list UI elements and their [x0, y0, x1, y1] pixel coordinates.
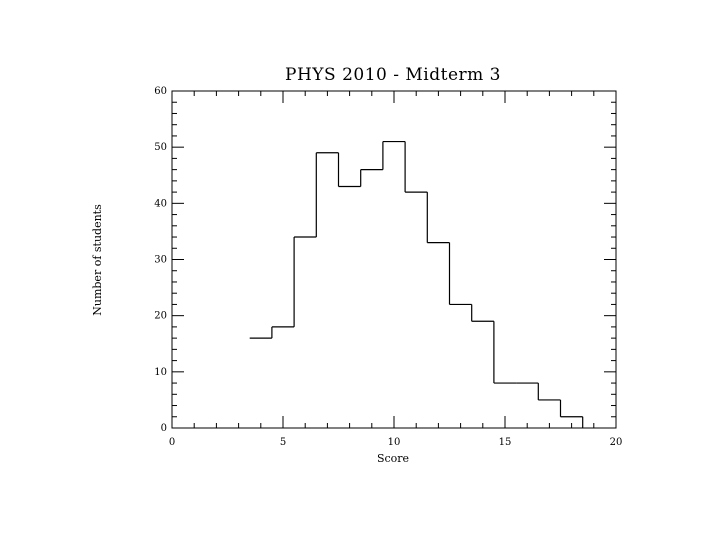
y-tick-label: 20: [154, 311, 167, 322]
y-tick-label: 0: [161, 423, 167, 434]
x-tick-labels: 0 5 10 15 20: [169, 437, 623, 448]
y-axis-label: Number of students: [91, 204, 104, 316]
y-tick-label: 10: [154, 367, 167, 378]
y-tick-label: 30: [154, 255, 167, 266]
x-axis-label: Score: [377, 452, 409, 465]
x-tick-label: 0: [169, 437, 175, 448]
x-tick-label: 20: [610, 437, 623, 448]
x-tick-label: 15: [499, 437, 512, 448]
axis-ticks: [171, 90, 617, 429]
y-tick-label: 40: [154, 198, 167, 209]
histogram-steps: [249, 140, 584, 428]
chart-title: PHYS 2010 - Midterm 3: [285, 65, 501, 85]
x-tick-label: 10: [388, 437, 401, 448]
y-tick-labels: 0 10 20 30 40 50 60: [154, 86, 167, 434]
y-tick-label: 60: [154, 86, 167, 97]
y-tick-label: 50: [154, 142, 167, 153]
x-tick-label: 5: [280, 437, 286, 448]
